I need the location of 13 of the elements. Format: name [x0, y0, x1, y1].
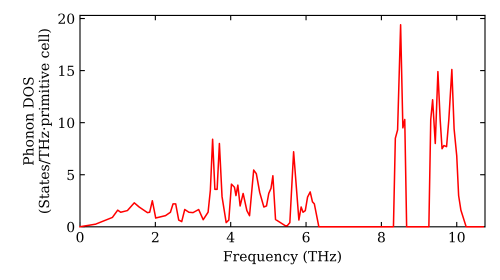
x-axis-title: Frequency (THz): [224, 250, 341, 264]
y-tick-label: 20: [58, 13, 74, 24]
x-tick-label: 4: [226, 232, 234, 242]
y-tick-label: 5: [67, 170, 74, 180]
x-tick-label: 0: [76, 232, 84, 242]
x-tick-label: 6: [302, 232, 310, 242]
y-tick-label: 10: [59, 118, 74, 128]
y-axis-title: Phonon DOS (States/THz·primitive cell): [22, 29, 52, 213]
x-tick-label: 10: [450, 232, 465, 242]
y-tick-label: 0: [67, 222, 74, 232]
x-tick-label: 2: [152, 232, 158, 242]
y-tick-label: 15: [59, 66, 74, 76]
x-tick-label: 8: [378, 232, 385, 242]
